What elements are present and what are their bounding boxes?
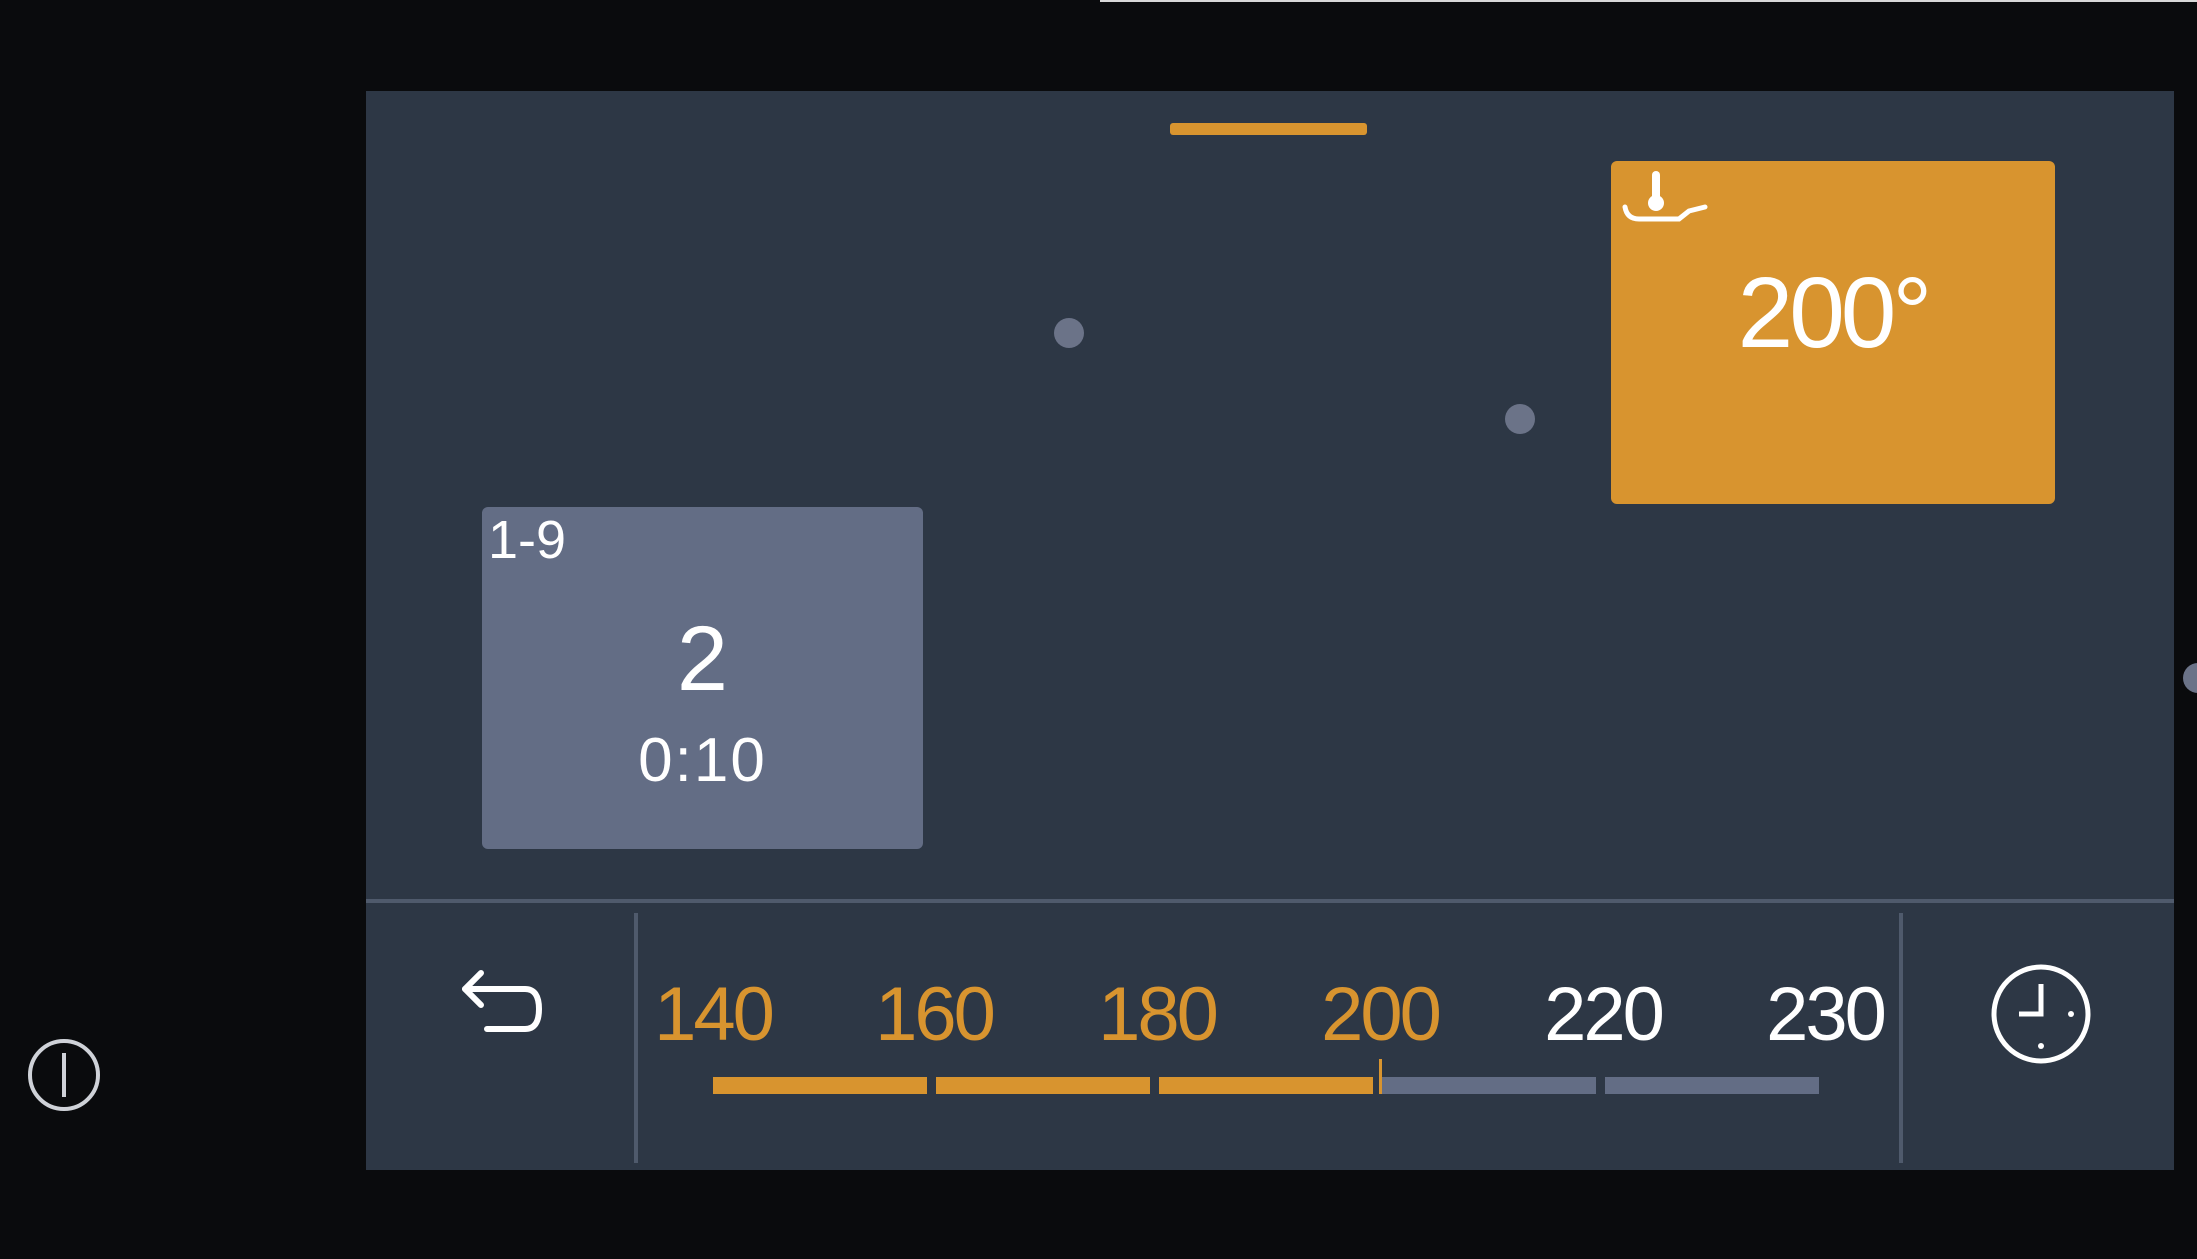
scale-label-230[interactable]: 230 bbox=[1766, 972, 1887, 1057]
back-arrow-icon bbox=[462, 970, 543, 1032]
timer-button[interactable] bbox=[1989, 962, 2093, 1066]
timer-value: 0:10 bbox=[638, 726, 767, 795]
power-level-card[interactable]: 1-9 2 0:10 bbox=[482, 507, 923, 849]
power-icon bbox=[28, 1039, 100, 1111]
scale-label-140[interactable]: 140 bbox=[654, 972, 775, 1057]
clock-icon bbox=[1991, 964, 2091, 1064]
scale-label-200[interactable]: 200 bbox=[1321, 972, 1442, 1057]
power-button[interactable] bbox=[27, 1038, 101, 1112]
scale-label-160[interactable]: 160 bbox=[875, 972, 996, 1057]
scale-label-220[interactable]: 220 bbox=[1544, 972, 1665, 1057]
scale-segment-active[interactable] bbox=[936, 1077, 1150, 1094]
scale-label-180[interactable]: 180 bbox=[1098, 972, 1219, 1057]
divider-vertical bbox=[634, 913, 638, 1163]
back-button[interactable] bbox=[447, 959, 547, 1059]
temperature-value: 200° bbox=[1737, 257, 1933, 369]
zone-dot[interactable] bbox=[1505, 404, 1535, 434]
scale-segment-inactive[interactable] bbox=[1605, 1077, 1819, 1094]
scale-segment-active[interactable] bbox=[1159, 1077, 1373, 1094]
scale-marker[interactable] bbox=[1379, 1059, 1382, 1094]
top-edge-line bbox=[1100, 0, 2197, 2]
divider-vertical bbox=[1899, 913, 1903, 1163]
scale-segment-inactive[interactable] bbox=[1382, 1077, 1596, 1094]
zone-dot[interactable] bbox=[1054, 318, 1084, 348]
drag-handle[interactable] bbox=[1170, 123, 1367, 135]
divider bbox=[366, 899, 2174, 903]
scale-segment-active[interactable] bbox=[713, 1077, 927, 1094]
level-range: 1-9 bbox=[488, 510, 567, 570]
level-value: 2 bbox=[676, 608, 729, 710]
thermometer-pan-icon bbox=[1622, 171, 1708, 222]
temperature-zone-card[interactable]: 200° bbox=[1611, 161, 2055, 504]
zone-dot[interactable] bbox=[2183, 663, 2197, 693]
cooktop-panel: 200° 1-9 2 0:10 140 160 180 200 220 230 bbox=[366, 91, 2197, 1170]
